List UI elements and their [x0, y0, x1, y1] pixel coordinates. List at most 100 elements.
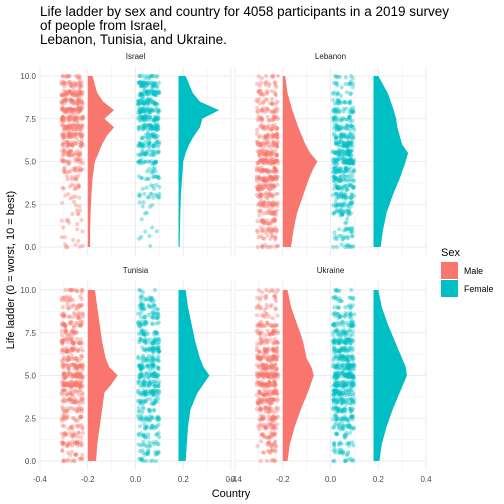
data-point: [146, 432, 151, 437]
data-point: [350, 110, 355, 115]
data-point: [269, 152, 274, 157]
data-point: [61, 225, 66, 230]
data-point: [345, 381, 350, 386]
data-point: [65, 217, 70, 223]
data-point: [66, 123, 71, 129]
data-point: [348, 303, 353, 308]
data-point: [271, 185, 276, 190]
y-tick-label: 0.0: [25, 243, 37, 252]
data-point: [148, 109, 153, 114]
data-point: [154, 93, 159, 98]
data-point: [149, 124, 154, 129]
data-point: [156, 346, 161, 351]
data-point: [154, 134, 159, 139]
data-point: [255, 105, 260, 110]
data-point: [156, 174, 161, 179]
data-point: [267, 81, 272, 86]
data-point: [153, 151, 158, 156]
data-point: [275, 244, 280, 249]
data-point: [269, 73, 275, 79]
data-point: [147, 117, 152, 122]
data-point: [337, 450, 342, 455]
data-point: [270, 123, 275, 128]
x-axis-title: Country: [212, 488, 251, 500]
data-point: [146, 89, 151, 94]
data-point: [74, 159, 79, 164]
data-point: [68, 83, 73, 88]
data-point: [148, 109, 153, 115]
data-point: [147, 159, 152, 165]
data-point: [73, 82, 78, 87]
data-point: [331, 131, 337, 136]
data-point: [275, 228, 280, 233]
data-point: [137, 80, 142, 85]
data-point: [342, 362, 348, 367]
data-point: [78, 88, 83, 93]
data-point: [65, 442, 70, 447]
data-point: [67, 132, 72, 137]
data-point: [64, 151, 69, 156]
data-point: [154, 330, 159, 335]
data-point: [74, 115, 79, 120]
data-point: [71, 101, 76, 106]
facet-strip-label: Israel: [126, 52, 146, 61]
data-point: [155, 123, 160, 128]
data-point: [340, 237, 345, 242]
data-point: [136, 174, 141, 179]
data-point: [67, 153, 72, 158]
data-point: [270, 118, 275, 123]
data-point: [142, 191, 147, 196]
data-point: [255, 161, 260, 166]
data-point: [267, 193, 272, 198]
x-tick-label: -0.4: [228, 475, 242, 484]
data-point: [68, 295, 73, 300]
data-point: [142, 123, 147, 128]
data-point: [274, 152, 280, 157]
data-point: [154, 416, 159, 421]
data-point: [139, 106, 144, 111]
data-point: [66, 332, 71, 337]
data-point: [65, 90, 70, 95]
data-point: [268, 187, 273, 192]
data-point: [155, 392, 160, 397]
data-point: [275, 126, 280, 131]
data-point: [136, 193, 141, 198]
data-point: [75, 101, 80, 106]
data-point: [78, 107, 83, 112]
data-point: [65, 177, 70, 182]
data-point: [65, 127, 70, 132]
data-point: [261, 340, 266, 346]
data-point: [139, 109, 144, 115]
data-point: [77, 108, 82, 113]
data-point: [145, 89, 150, 94]
data-point: [138, 98, 143, 103]
data-point: [71, 101, 76, 106]
data-point: [145, 80, 150, 85]
data-point: [73, 93, 78, 98]
data-point: [138, 91, 143, 96]
data-point: [80, 457, 85, 462]
data-point: [344, 148, 349, 153]
data-point: [260, 92, 265, 97]
data-point: [80, 426, 85, 431]
data-point: [141, 119, 147, 124]
data-point: [139, 373, 144, 379]
data-point: [80, 314, 86, 319]
data-point: [80, 123, 85, 128]
data-point: [142, 144, 147, 149]
data-point: [152, 81, 158, 86]
data-point: [71, 122, 76, 127]
data-point: [61, 99, 66, 104]
data-point: [80, 229, 85, 234]
data-point: [259, 193, 264, 198]
data-point: [336, 91, 341, 96]
data-point: [149, 80, 154, 85]
data-point: [259, 202, 264, 207]
data-point: [142, 314, 147, 319]
data-point: [66, 358, 71, 363]
data-point: [261, 167, 266, 172]
data-point: [72, 80, 77, 85]
data-point: [347, 152, 352, 157]
data-point: [76, 97, 81, 102]
data-point: [271, 184, 277, 189]
